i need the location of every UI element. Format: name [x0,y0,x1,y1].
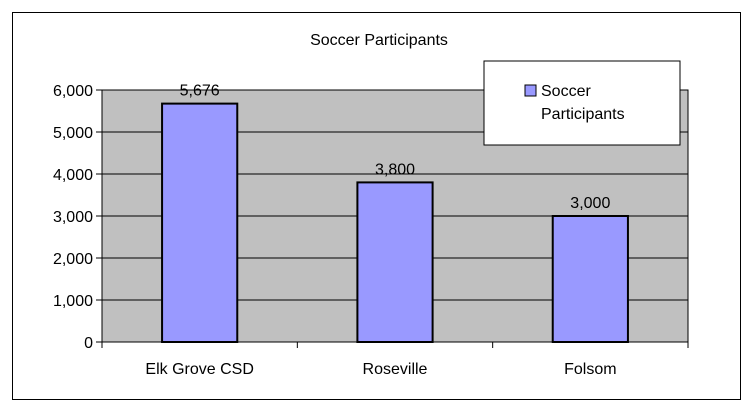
bar [356,181,434,343]
bar [551,215,629,343]
legend-swatch [524,84,537,97]
data-label: 3,000 [570,195,610,212]
data-label: 5,676 [180,83,220,100]
legend-label-line1: Soccer [541,83,591,100]
x-axis: Elk Grove CSD Roseville Folsom [101,341,689,378]
chart-frame: Soccer Participants 5,676 3,800 3,000 0 1,0… [12,12,741,400]
y-tick-label: 3,000 [53,209,93,226]
x-tick-label: Folsom [564,361,616,378]
legend: Soccer Participants [483,60,681,146]
y-tick-label: 6,000 [53,83,93,100]
chart-title: Soccer Participants [310,32,448,49]
y-tick-label: 5,000 [53,125,93,142]
x-tick-label: Elk Grove CSD [145,361,253,378]
legend-box [483,60,681,146]
bar [161,102,239,343]
bar-chart: Soccer Participants 5,676 3,800 3,000 0 1,0… [53,32,689,378]
data-labels: 5,676 3,800 3,000 [180,83,611,212]
y-tick-label: 0 [84,335,93,352]
data-label: 3,800 [375,161,415,178]
bars [161,102,629,343]
y-tick-label: 4,000 [53,167,93,184]
y-tick-label: 2,000 [53,251,93,268]
x-tick-label: Roseville [363,361,428,378]
y-axis: 0 1,000 2,000 3,000 4,000 5,000 6,000 [53,83,103,352]
legend-label-line2: Participants [541,106,625,123]
y-tick-label: 1,000 [53,293,93,310]
